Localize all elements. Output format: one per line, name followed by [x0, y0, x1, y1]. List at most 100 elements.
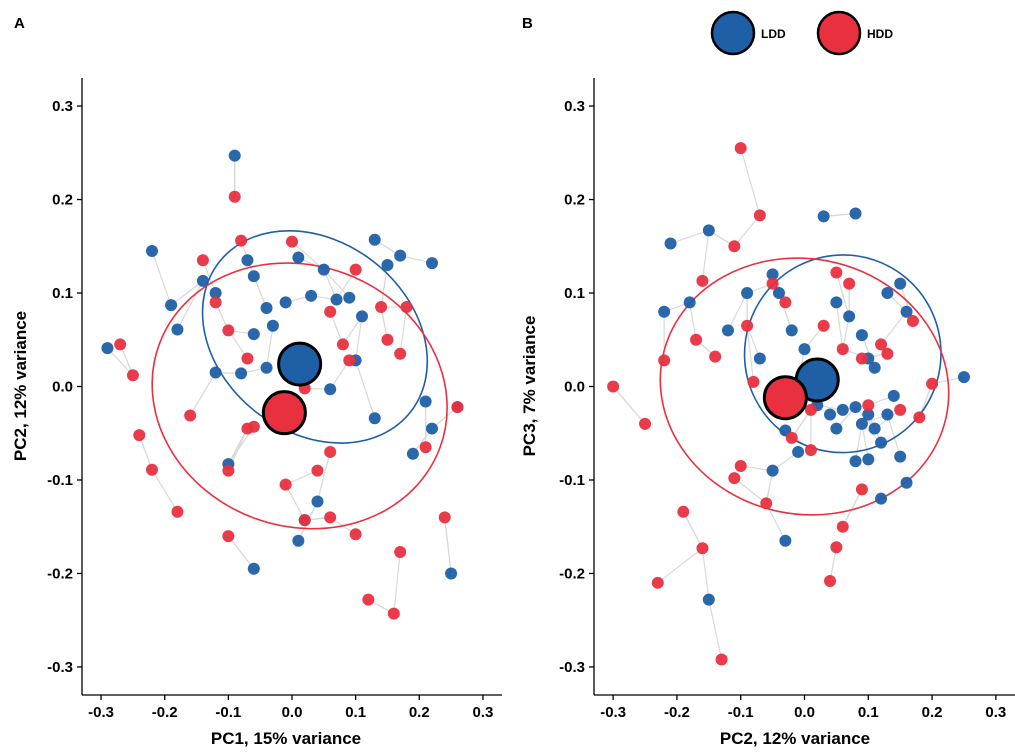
point-ldd [900, 305, 913, 318]
point-ldd [317, 263, 330, 276]
x-tick-label: -0.3 [88, 704, 114, 721]
x-tick-label: -0.1 [728, 704, 754, 721]
point-hdd [394, 347, 407, 360]
point-ldd [766, 464, 779, 477]
connector-segment [835, 272, 850, 317]
point-ldd [445, 567, 458, 580]
point-hdd [639, 417, 652, 430]
connector-segment [285, 484, 306, 521]
x-tick-label: -0.1 [215, 704, 241, 721]
point-ldd [779, 534, 792, 547]
point-ldd [702, 224, 715, 237]
connector-segment [657, 547, 703, 584]
point-ldd [394, 249, 407, 262]
point-ldd [741, 287, 754, 300]
connector-segment [291, 241, 325, 271]
point-ldd [426, 422, 438, 435]
point-ldd [235, 367, 248, 380]
series-hdd [114, 190, 464, 620]
connector-segment [355, 316, 363, 361]
connector-segment [189, 372, 217, 416]
point-ldd [849, 207, 862, 220]
point-hdd [114, 338, 127, 351]
point-hdd [836, 343, 849, 356]
connector-segment [107, 347, 134, 376]
connector-segment [682, 511, 703, 549]
point-hdd [734, 142, 747, 155]
point-ldd [311, 495, 324, 508]
point-ldd [247, 270, 260, 283]
point-ldd [875, 436, 888, 449]
connector-segment [170, 280, 204, 306]
x-tick-label: 0.2 [409, 704, 430, 721]
ellipse-ldd [201, 230, 429, 444]
point-ldd [664, 237, 677, 250]
connector-segment [727, 292, 748, 331]
point-hdd [607, 380, 620, 393]
y-tick-label: -0.1 [47, 472, 73, 489]
point-hdd [209, 296, 222, 309]
connector-segment [265, 325, 274, 368]
panel-a: A -0.3 -0.2 -0.1 0.0 0.1 0.2 0.3 -0.3 -0.2 -0.1 0.… [11, 15, 502, 748]
legend: LDD HDD [710, 10, 893, 56]
point-ldd [171, 323, 184, 336]
connector-segment [733, 477, 767, 504]
point-hdd [753, 209, 766, 222]
point-ldd [830, 296, 843, 309]
point-hdd [375, 301, 388, 314]
point-ldd [146, 244, 158, 257]
connector-segment [701, 548, 710, 600]
point-hdd [734, 459, 747, 472]
point-hdd [709, 350, 722, 363]
y-tick-label: -0.2 [47, 565, 73, 582]
x-tick-label: -0.2 [152, 704, 178, 721]
connector-lines [107, 155, 458, 615]
point-hdd [222, 324, 235, 337]
x-tick-label: 0.3 [985, 704, 1006, 721]
point-hdd [241, 352, 254, 365]
point-ldd [292, 534, 305, 547]
point-hdd [279, 478, 292, 491]
point-hdd [394, 545, 407, 558]
y-tick-label: 0.0 [564, 379, 585, 396]
panel-b-x-title: PC2, 12% variance [720, 729, 870, 748]
point-ldd [260, 301, 273, 314]
point-hdd [311, 464, 324, 477]
point-ldd [702, 593, 715, 606]
point-hdd [222, 464, 235, 477]
point-ldd [868, 361, 881, 374]
panel-a-label: A [14, 15, 25, 32]
point-hdd [324, 511, 337, 524]
point-hdd [677, 505, 690, 518]
point-ldd [849, 401, 862, 414]
point-ldd [356, 310, 368, 323]
point-hdd [836, 520, 849, 533]
connector-segment [176, 280, 204, 330]
connector-segment [227, 535, 255, 570]
point-hdd [862, 399, 875, 412]
point-hdd [824, 574, 837, 587]
point-ldd [381, 258, 394, 271]
point-hdd [419, 441, 432, 454]
point-hdd [715, 653, 728, 666]
point-hdd [741, 319, 754, 332]
connector-segment [740, 147, 761, 216]
y-tick-label: 0.1 [564, 285, 585, 302]
point-ldd [426, 257, 438, 270]
point-ldd [957, 371, 970, 384]
point-ldd [247, 328, 260, 341]
connector-segment [151, 469, 178, 513]
point-ldd [772, 287, 785, 300]
point-ldd [260, 361, 273, 374]
connector-segment [393, 551, 401, 614]
x-tick-label: 0.0 [282, 704, 303, 721]
point-hdd [881, 347, 894, 360]
legend-swatch-hdd [816, 10, 862, 56]
point-hdd [324, 445, 337, 458]
connector-segment [733, 215, 761, 247]
y-tick-label: 0.2 [564, 192, 585, 209]
point-hdd [133, 429, 146, 442]
connector-segment [689, 302, 697, 340]
point-hdd [766, 277, 779, 290]
point-hdd [760, 497, 773, 510]
